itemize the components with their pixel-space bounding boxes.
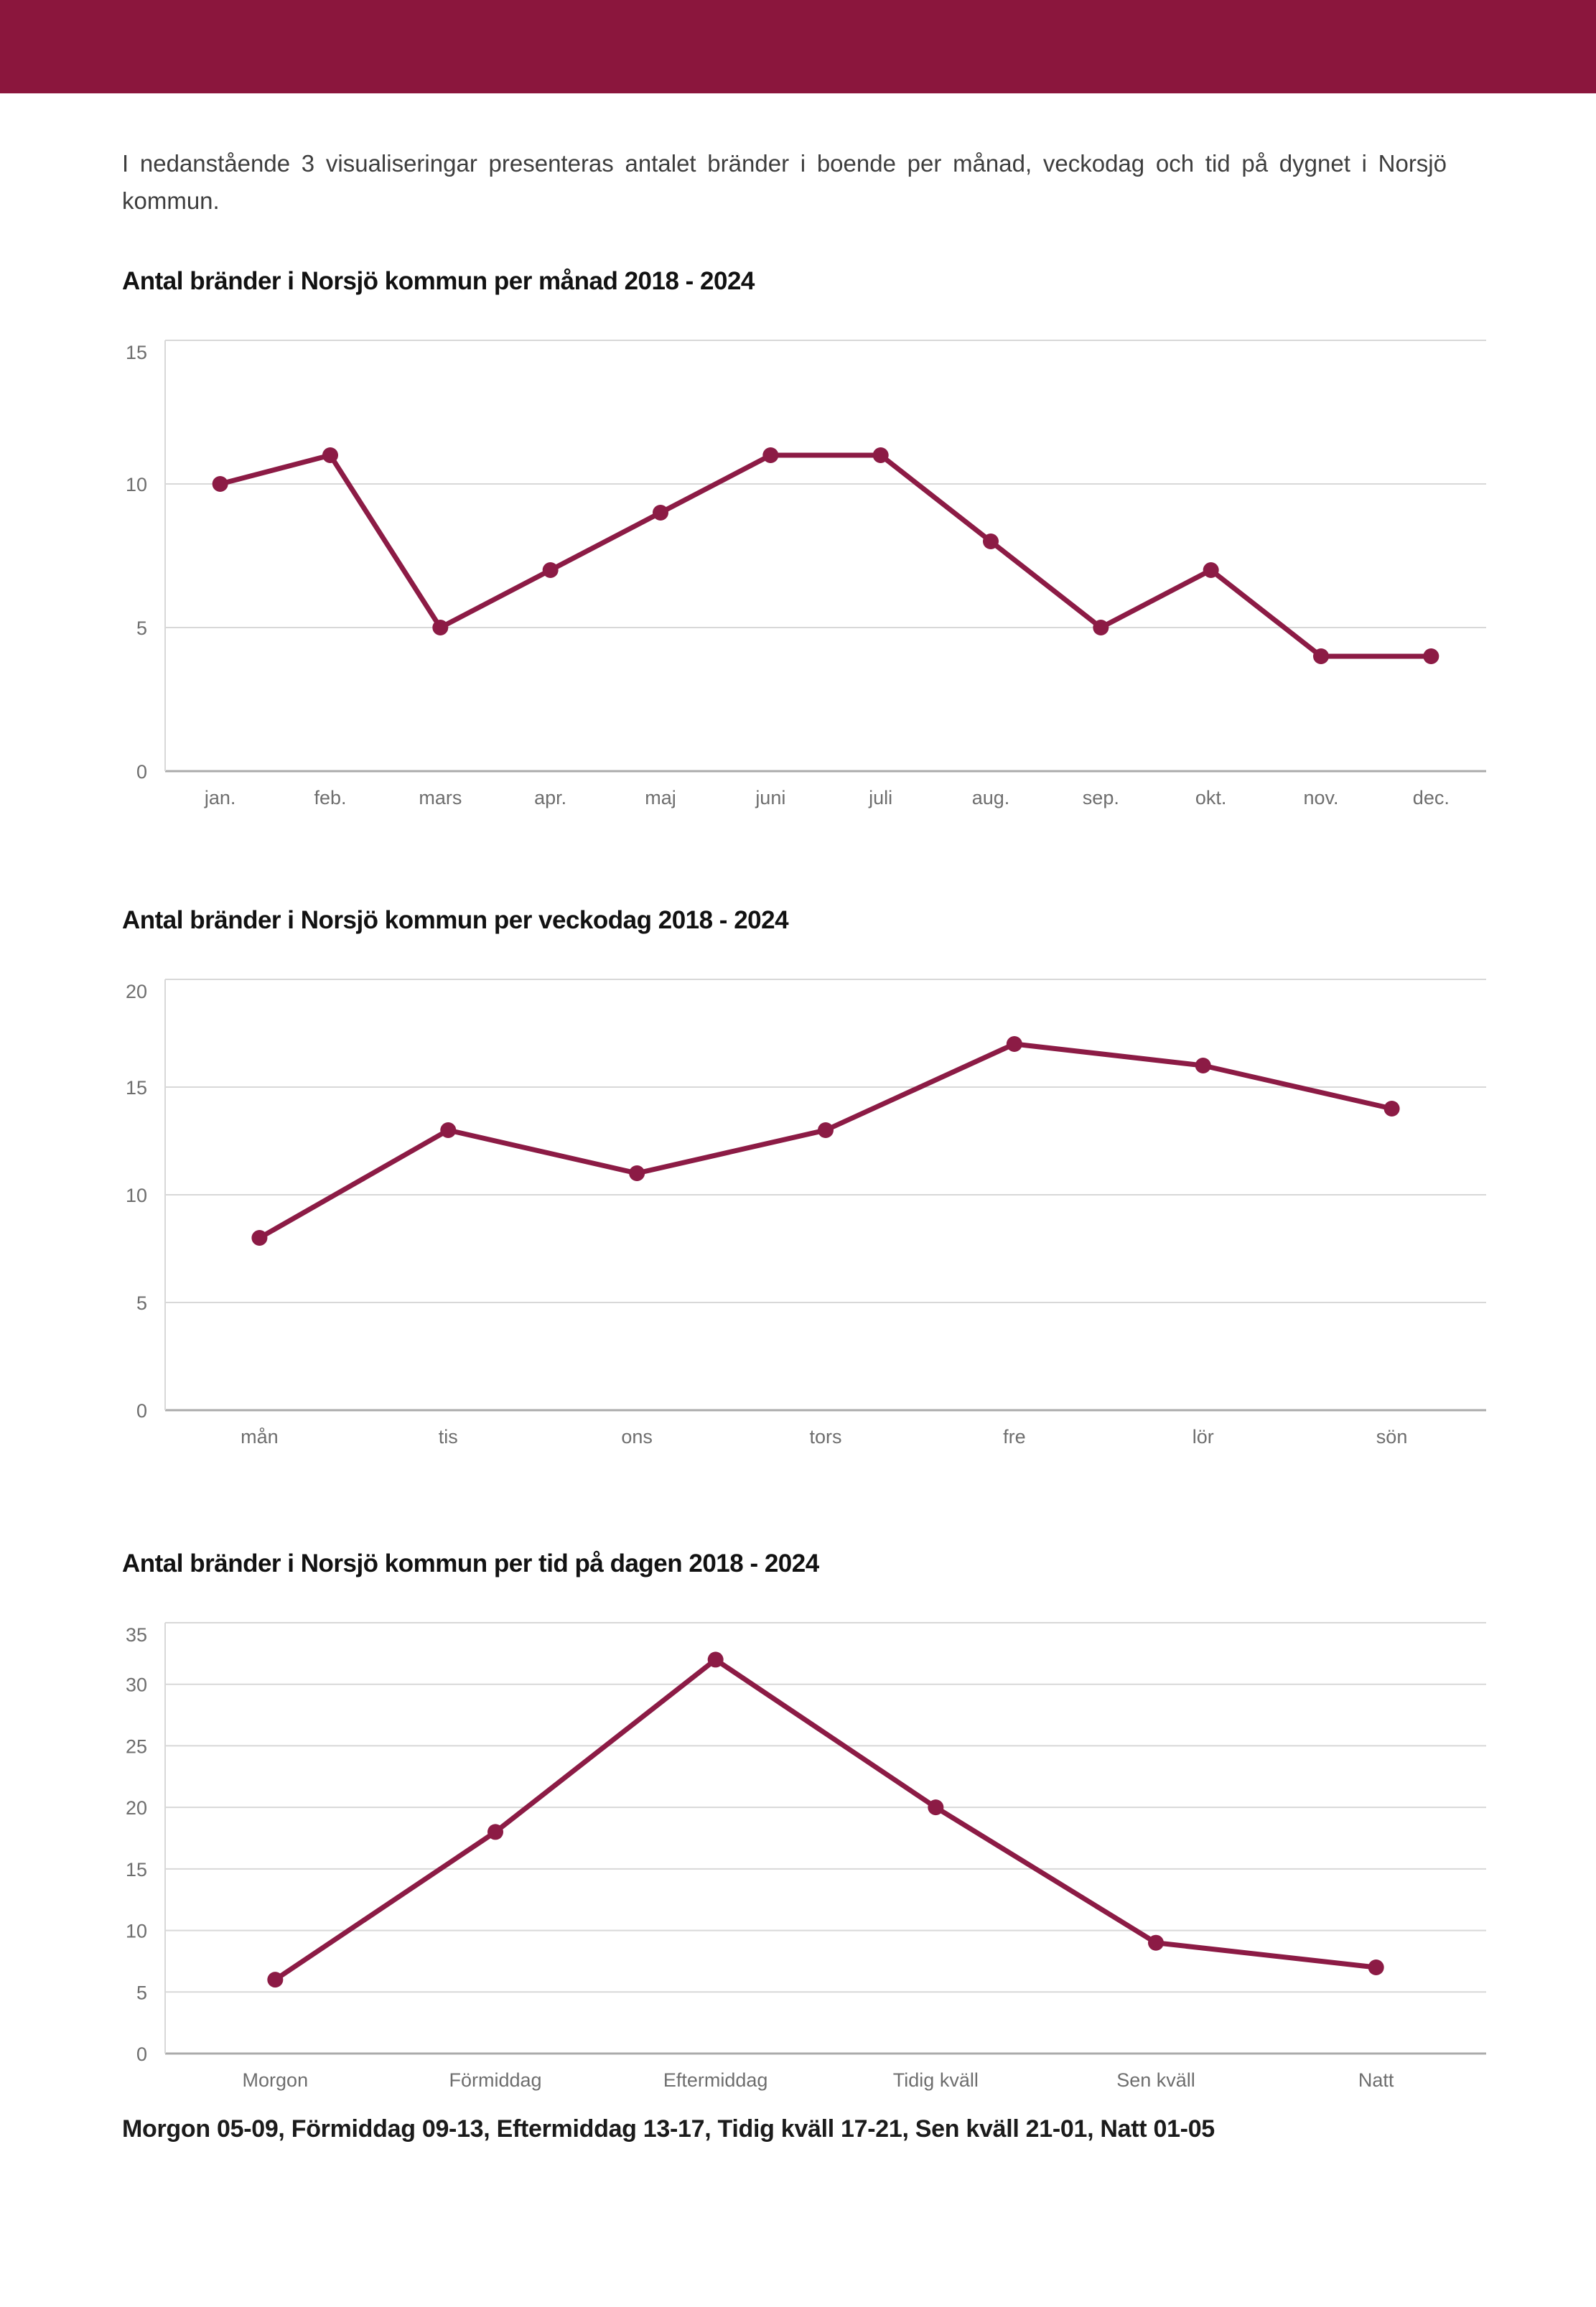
x-tick-label: Eftermiddag [663, 2069, 768, 2091]
x-tick-label: aug. [972, 787, 1010, 808]
data-point [267, 1972, 284, 1988]
data-point [322, 447, 338, 464]
x-tick-label: juni [755, 787, 785, 808]
x-tick-label: mån [241, 1426, 279, 1448]
data-point [432, 620, 449, 636]
data-point [1148, 1934, 1164, 1951]
data-point [1195, 1058, 1211, 1074]
series-line [272, 1657, 1379, 1982]
data-point [1093, 620, 1109, 636]
data-point [707, 1651, 724, 1668]
y-tick-label: 5 [136, 1982, 147, 2004]
x-tick-label: apr. [534, 787, 566, 808]
x-tick-label: nov. [1303, 787, 1338, 808]
y-tick-label: 20 [126, 981, 147, 1002]
x-tick-label: maj [645, 787, 676, 808]
y-tick-label: 0 [136, 1400, 147, 1422]
chart-title-time-of-day: Antal bränder i Norsjö kommun per tid på… [122, 1549, 819, 1578]
x-tick-label: mars [419, 787, 462, 808]
y-tick-label: 10 [126, 474, 147, 495]
y-tick-label: 30 [126, 1674, 147, 1696]
x-tick-label: jan. [204, 787, 236, 808]
x-tick-label: Sen kväll [1116, 2069, 1195, 2091]
monthly-fires-line-chart: 0 5 10 15 jan. feb. mars apr. maj juni juli aug. sep… [126, 340, 1486, 808]
y-tick-label: 10 [126, 1921, 147, 1942]
weekday-fires-line-chart: 0 5 10 15 20 mån tis ons tors fre lör sön [126, 979, 1486, 1448]
y-tick-label: 25 [126, 1736, 147, 1758]
time-interval-footnote: Morgon 05-09, Förmiddag 09-13, Eftermidd… [122, 2115, 1215, 2143]
x-tick-label: fre [1003, 1426, 1026, 1448]
chart-section-monthly: Antal bränder i Norsjö kommun per månad … [61, 267, 1490, 816]
x-tick-label: lör [1193, 1426, 1214, 1448]
intro-paragraph: I nedanstående 3 visualiseringar present… [122, 150, 1447, 215]
y-tick-label: 0 [136, 761, 147, 783]
data-point [212, 476, 228, 493]
data-point [983, 533, 999, 550]
y-tick-label: 5 [136, 617, 147, 639]
y-tick-label: 10 [126, 1185, 147, 1206]
chart-title-weekday: Antal bränder i Norsjö kommun per veckod… [122, 906, 789, 935]
data-point [1006, 1036, 1022, 1053]
y-tick-label: 35 [126, 1624, 147, 1646]
chart-title-monthly: Antal bränder i Norsjö kommun per månad … [122, 267, 755, 296]
x-tick-label: tors [809, 1426, 841, 1448]
y-tick-label: 0 [136, 2043, 147, 2065]
x-tick-label: Tidig kväll [893, 2069, 979, 2091]
y-tick-label: 15 [126, 1859, 147, 1880]
chart-section-time-of-day: Antal bränder i Norsjö kommun per tid på… [61, 1549, 1490, 2098]
data-point [1313, 648, 1329, 665]
data-point [872, 447, 889, 464]
series-line [256, 1041, 1395, 1241]
data-point [762, 447, 779, 464]
data-point [542, 562, 559, 579]
data-point [440, 1122, 457, 1139]
x-tick-label: Morgon [243, 2069, 309, 2091]
data-point [1383, 1101, 1400, 1117]
data-point [928, 1799, 944, 1816]
chart-section-weekday: Antal bränder i Norsjö kommun per veckod… [61, 906, 1490, 1455]
data-point [629, 1165, 645, 1182]
x-tick-label: okt. [1195, 787, 1227, 808]
series-line [218, 452, 1434, 659]
y-tick-label: 15 [126, 1077, 147, 1099]
time-of-day-fires-line-chart: 0 5 10 15 20 25 30 35 Morgon Förmiddag Eftermiddag… [126, 1622, 1486, 2091]
x-tick-label: tis [439, 1426, 458, 1448]
x-tick-label: juli [868, 787, 892, 808]
data-point [487, 1824, 503, 1840]
y-tick-label: 20 [126, 1797, 147, 1819]
data-point [1368, 1959, 1384, 1976]
x-tick-label: feb. [314, 787, 346, 808]
data-point [653, 505, 668, 521]
x-tick-label: Natt [1358, 2069, 1394, 2091]
y-tick-label: 15 [126, 342, 147, 363]
x-tick-label: dec. [1413, 787, 1450, 808]
page-content: I nedanstående 3 visualiseringar present… [0, 145, 1596, 2143]
data-point [818, 1122, 834, 1139]
data-point [251, 1230, 268, 1246]
x-tick-label: Förmiddag [449, 2069, 541, 2091]
data-point [1203, 562, 1219, 579]
y-tick-label: 5 [136, 1292, 147, 1314]
data-point [1423, 648, 1439, 665]
x-tick-label: sep. [1083, 787, 1119, 808]
x-tick-label: ons [621, 1426, 653, 1448]
x-tick-label: sön [1376, 1426, 1408, 1448]
header-bar [0, 0, 1596, 93]
